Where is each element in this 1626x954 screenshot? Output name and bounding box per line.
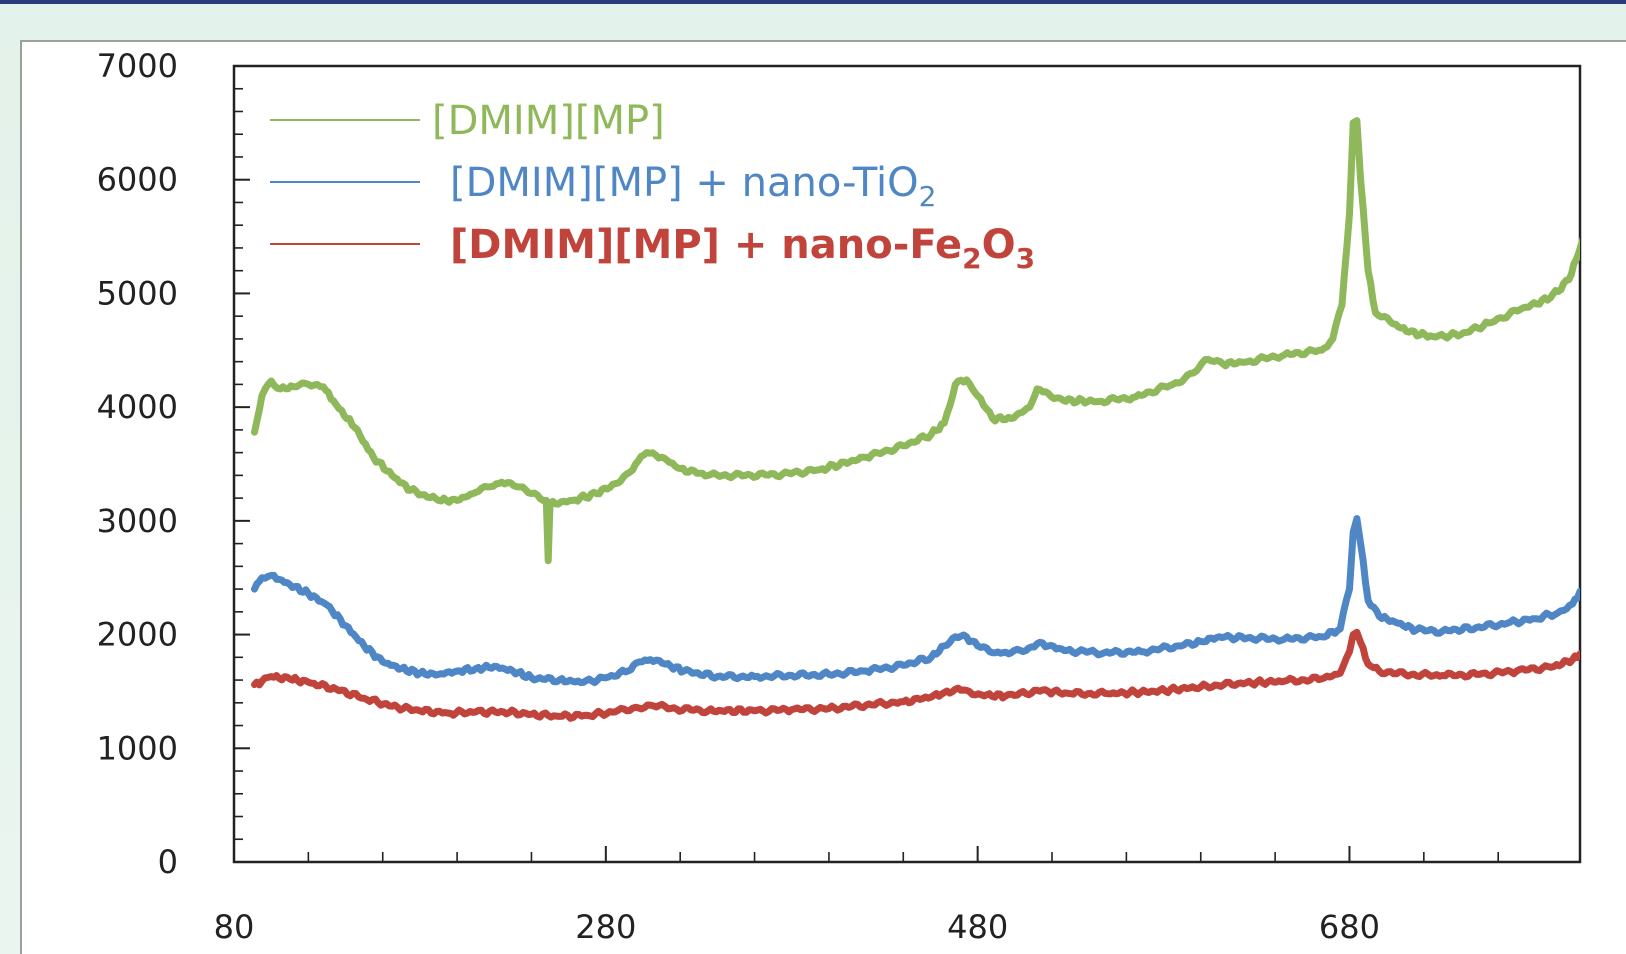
legend-label: [DMIM][MP] + nano-TiO2 — [450, 160, 936, 213]
y-tick-label: 0 — [158, 843, 178, 881]
series-line — [251, 628, 1580, 722]
series-layer — [251, 117, 1580, 722]
legend-label: [DMIM][MP] + nano-Fe2O3 — [450, 222, 1035, 275]
y-tick-label: 2000 — [97, 616, 178, 654]
x-tick-label: 480 — [947, 908, 1008, 946]
y-tick-label: 5000 — [97, 274, 178, 312]
legend: [DMIM][MP] [DMIM][MP] + nano-TiO2 [DMIM][M… — [270, 98, 1035, 275]
series-line — [251, 515, 1580, 687]
y-tick-label: 1000 — [97, 729, 178, 767]
x-tick-label: 80 — [214, 908, 255, 946]
x-tick-label: 680 — [1319, 908, 1380, 946]
plot-area-frame — [232, 64, 1582, 864]
y-tick-label: 3000 — [97, 502, 178, 540]
y-tick-label: 6000 — [97, 161, 178, 199]
x-axis: 80 280 480 680 — [214, 846, 1499, 946]
legend-label: [DMIM][MP] — [432, 98, 665, 144]
series-line — [251, 117, 1580, 565]
x-tick-label: 280 — [575, 908, 636, 946]
y-tick-label: 7000 — [97, 47, 178, 85]
y-axis: 0 1000 2000 3000 4000 5000 6000 7000 — [97, 47, 250, 881]
y-tick-label: 4000 — [97, 388, 178, 426]
